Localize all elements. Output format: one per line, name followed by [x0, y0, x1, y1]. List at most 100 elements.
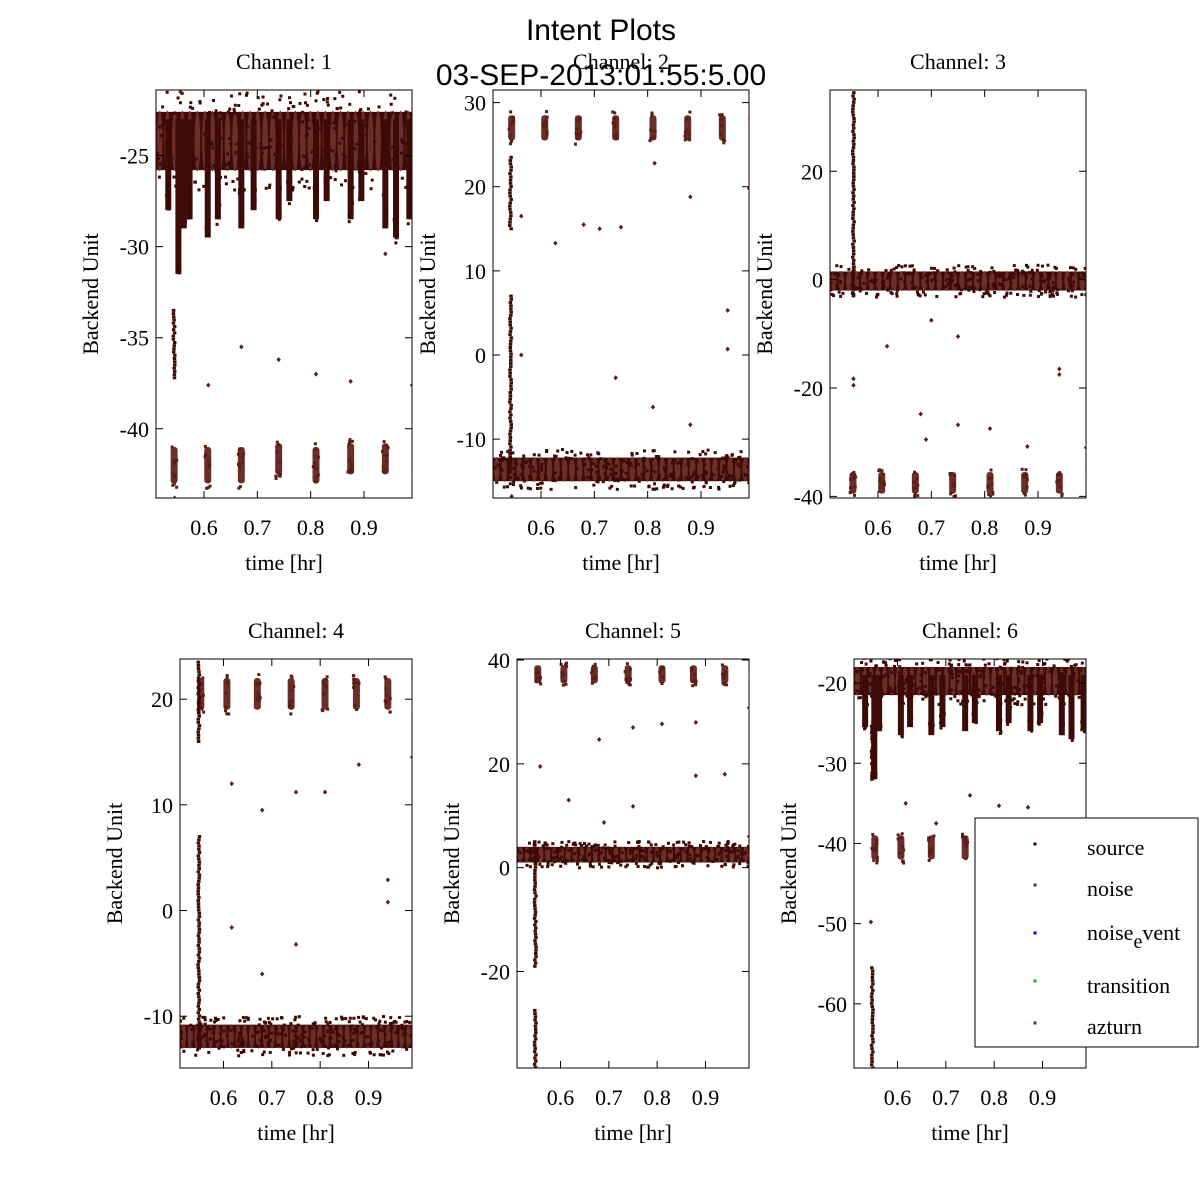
spike-point [324, 193, 328, 197]
cluster-point [383, 454, 387, 458]
band-point [917, 686, 921, 690]
band-point [328, 1020, 332, 1024]
band-point [507, 462, 511, 466]
x-tick-label: 0.9 [355, 1085, 383, 1110]
band-point [1028, 284, 1032, 288]
band-point [830, 288, 833, 292]
spike-point [207, 197, 211, 201]
band-point [945, 268, 949, 272]
cluster-point [201, 693, 205, 697]
line-point [197, 995, 201, 999]
band-point [854, 286, 858, 290]
band-point [310, 1027, 314, 1031]
band-point [684, 476, 688, 480]
spike-point [1040, 715, 1044, 719]
band-segment [667, 457, 673, 482]
line-point [851, 216, 855, 220]
band-point [553, 471, 557, 475]
cluster-point [875, 856, 879, 860]
cluster-point [256, 682, 260, 686]
band-point [1004, 293, 1008, 297]
band-point [978, 288, 982, 292]
band-point [950, 279, 954, 283]
band-point [291, 1029, 295, 1033]
x-tick-label: 0.6 [190, 515, 218, 540]
band-point [213, 1020, 217, 1024]
band-point [977, 694, 981, 698]
cluster-point [660, 675, 664, 679]
cluster-point [560, 675, 564, 679]
data-spike [275, 119, 282, 220]
data-cluster [1086, 472, 1093, 494]
band-point [1023, 284, 1027, 288]
line-point [533, 961, 538, 965]
band-point [1036, 663, 1040, 667]
spike-point [1030, 715, 1034, 719]
band-point [611, 473, 615, 477]
band-point [720, 475, 724, 479]
band-point [532, 453, 536, 457]
band-point [239, 1051, 243, 1055]
band-point [716, 467, 720, 471]
band-point [597, 853, 601, 857]
line-point [870, 1047, 874, 1051]
data-spike [214, 119, 221, 220]
line-point [508, 374, 512, 378]
band-point [921, 290, 925, 294]
band-point [1066, 289, 1070, 293]
line-point [870, 992, 874, 996]
band-point [884, 268, 888, 272]
cluster-point [724, 683, 728, 687]
spike-point [392, 218, 396, 222]
band-point [690, 480, 694, 484]
cluster-point [1091, 494, 1094, 497]
band-point [333, 1043, 337, 1047]
cluster-point [350, 439, 354, 443]
cluster-point [257, 672, 261, 676]
y-tick-label: 20 [151, 687, 173, 712]
band-point [634, 846, 638, 850]
cluster-point [878, 480, 882, 484]
band-point [1062, 284, 1066, 288]
band-point [198, 100, 202, 104]
band-point [351, 1051, 355, 1055]
band-point [320, 121, 324, 125]
cluster-point [415, 703, 418, 706]
band-point [551, 842, 555, 846]
cluster-point [380, 449, 384, 453]
band-point [686, 850, 690, 854]
band-point [519, 486, 523, 490]
y-tick-label: -60 [818, 992, 847, 1017]
band-point [624, 865, 628, 869]
y-tick-label: -20 [794, 376, 823, 401]
spike-point [324, 174, 328, 178]
cluster-point [275, 440, 279, 444]
cluster-point [964, 857, 968, 861]
cluster-point [988, 477, 992, 481]
band-segment [224, 110, 231, 172]
spike-point [348, 191, 352, 195]
cluster-point [748, 117, 749, 121]
outlier-point [1083, 445, 1086, 451]
spike-point [347, 213, 351, 217]
cluster-point [1024, 475, 1028, 479]
spike-point [971, 712, 975, 716]
spike-point [1069, 729, 1073, 733]
spike-point [964, 712, 968, 716]
band-point [356, 112, 360, 116]
band-point [895, 265, 899, 269]
band-point [921, 697, 925, 701]
band-point [355, 1027, 359, 1031]
band-point [554, 454, 558, 458]
band-point [860, 269, 864, 273]
band-point [584, 844, 588, 848]
spike-point [1008, 705, 1012, 709]
band-point [570, 457, 574, 461]
band-point [217, 1046, 221, 1050]
band-point [674, 856, 678, 860]
cluster-point [952, 474, 956, 478]
cluster-point [952, 495, 956, 498]
band-point [589, 453, 593, 457]
band-point [405, 1020, 409, 1024]
band-point [334, 1017, 338, 1021]
